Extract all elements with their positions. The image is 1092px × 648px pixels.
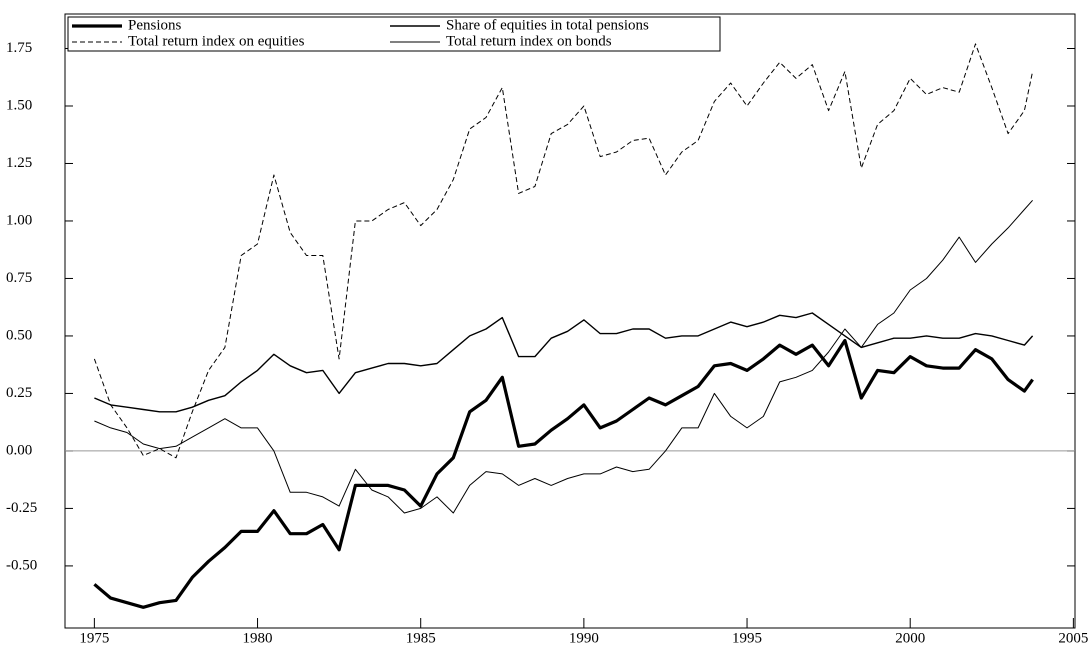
legend-label: Share of equities in total pensions bbox=[446, 17, 649, 33]
x-tick-label: 1980 bbox=[243, 630, 273, 646]
x-tick-label: 1985 bbox=[406, 630, 436, 646]
series-line bbox=[93, 338, 1034, 609]
legend-label: Total return index on equities bbox=[128, 33, 305, 49]
x-tick-label: 2000 bbox=[895, 630, 925, 646]
x-tick-label: 2005 bbox=[1058, 630, 1088, 646]
series-line bbox=[94, 312, 1034, 413]
y-tick-label: -0.50 bbox=[6, 557, 37, 573]
y-tick-label: -0.25 bbox=[6, 500, 37, 516]
y-tick-label: 1.00 bbox=[6, 212, 32, 228]
y-tick-label: 0.00 bbox=[6, 442, 32, 458]
y-tick-label: 0.75 bbox=[6, 270, 32, 286]
y-tick-label: 1.50 bbox=[6, 97, 32, 113]
x-tick-label: 1995 bbox=[732, 630, 762, 646]
series-line bbox=[93, 43, 1034, 459]
y-tick-label: 0.50 bbox=[6, 327, 32, 343]
y-tick-label: 0.25 bbox=[6, 385, 32, 401]
legend-label: Pensions bbox=[128, 17, 182, 33]
x-tick-label: 1990 bbox=[569, 630, 599, 646]
y-tick-label: 1.25 bbox=[6, 155, 32, 171]
plot-frame bbox=[64, 13, 1076, 629]
legend-box bbox=[67, 16, 721, 52]
x-tick-label: 1975 bbox=[79, 630, 109, 646]
series-line bbox=[94, 199, 1033, 514]
legend-label: Total return index on bonds bbox=[446, 33, 612, 49]
y-tick-label: 1.75 bbox=[6, 40, 32, 56]
